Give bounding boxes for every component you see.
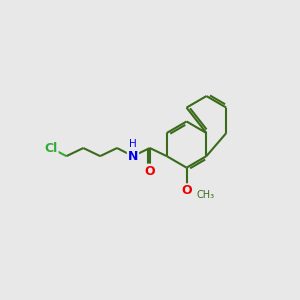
Text: CH₃: CH₃ [196,190,214,200]
Text: H: H [129,139,137,149]
Text: O: O [145,165,155,178]
Text: N: N [128,150,138,163]
Text: O: O [181,184,192,197]
Text: Cl: Cl [44,142,58,154]
